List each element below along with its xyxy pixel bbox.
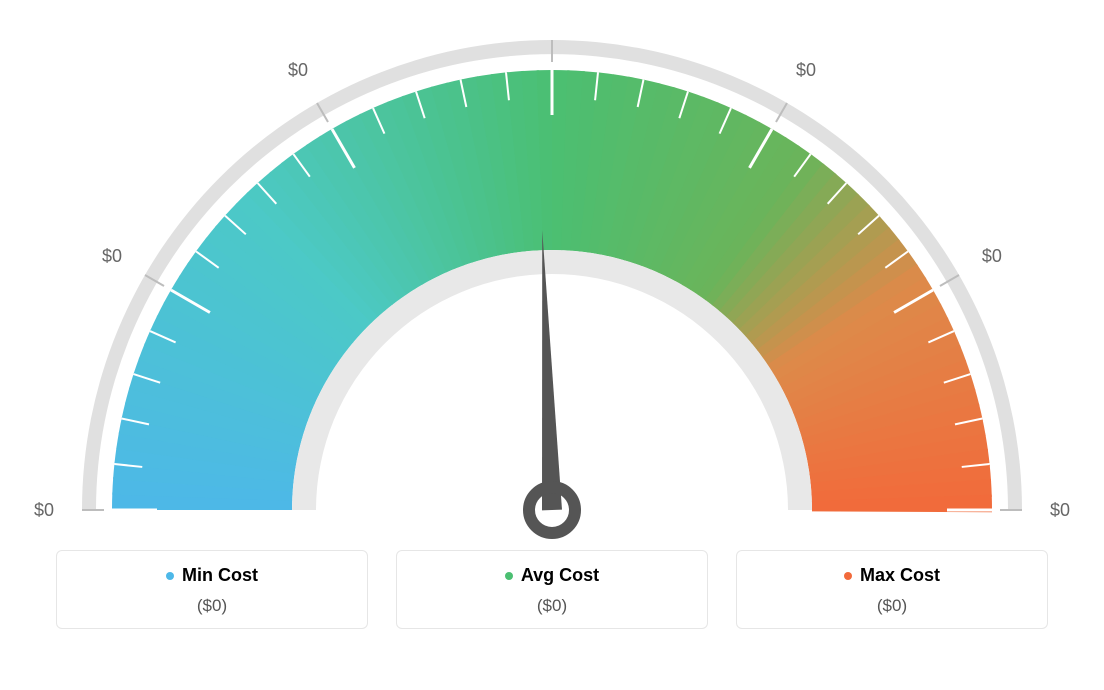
legend-dot-min (166, 572, 174, 580)
legend-value-min: ($0) (57, 596, 367, 616)
svg-text:$0: $0 (542, 10, 562, 12)
legend-title-max: Max Cost (844, 565, 940, 586)
gauge-chart: $0 $0 $0 $0 $0 $0 $0 (0, 0, 1104, 550)
legend-dot-max (844, 572, 852, 580)
svg-text:$0: $0 (982, 246, 1002, 266)
legend-title-avg-label: Avg Cost (521, 565, 599, 586)
svg-text:$0: $0 (102, 246, 122, 266)
legend-title-avg: Avg Cost (505, 565, 599, 586)
svg-text:$0: $0 (1050, 500, 1070, 520)
svg-text:$0: $0 (796, 60, 816, 80)
svg-text:$0: $0 (34, 500, 54, 520)
legend-value-max: ($0) (737, 596, 1047, 616)
legend-dot-avg (505, 572, 513, 580)
legend-value-avg: ($0) (397, 596, 707, 616)
legend-title-min: Min Cost (166, 565, 258, 586)
gauge-svg: $0 $0 $0 $0 $0 $0 $0 (0, 10, 1104, 570)
legend-row: Min Cost ($0) Avg Cost ($0) Max Cost ($0… (0, 550, 1104, 629)
legend-title-max-label: Max Cost (860, 565, 940, 586)
legend-card-avg: Avg Cost ($0) (396, 550, 708, 629)
legend-title-min-label: Min Cost (182, 565, 258, 586)
legend-card-min: Min Cost ($0) (56, 550, 368, 629)
svg-text:$0: $0 (288, 60, 308, 80)
cost-gauge-widget: $0 $0 $0 $0 $0 $0 $0 Min Cost ($0) Avg Cost ($… (0, 0, 1104, 690)
legend-card-max: Max Cost ($0) (736, 550, 1048, 629)
